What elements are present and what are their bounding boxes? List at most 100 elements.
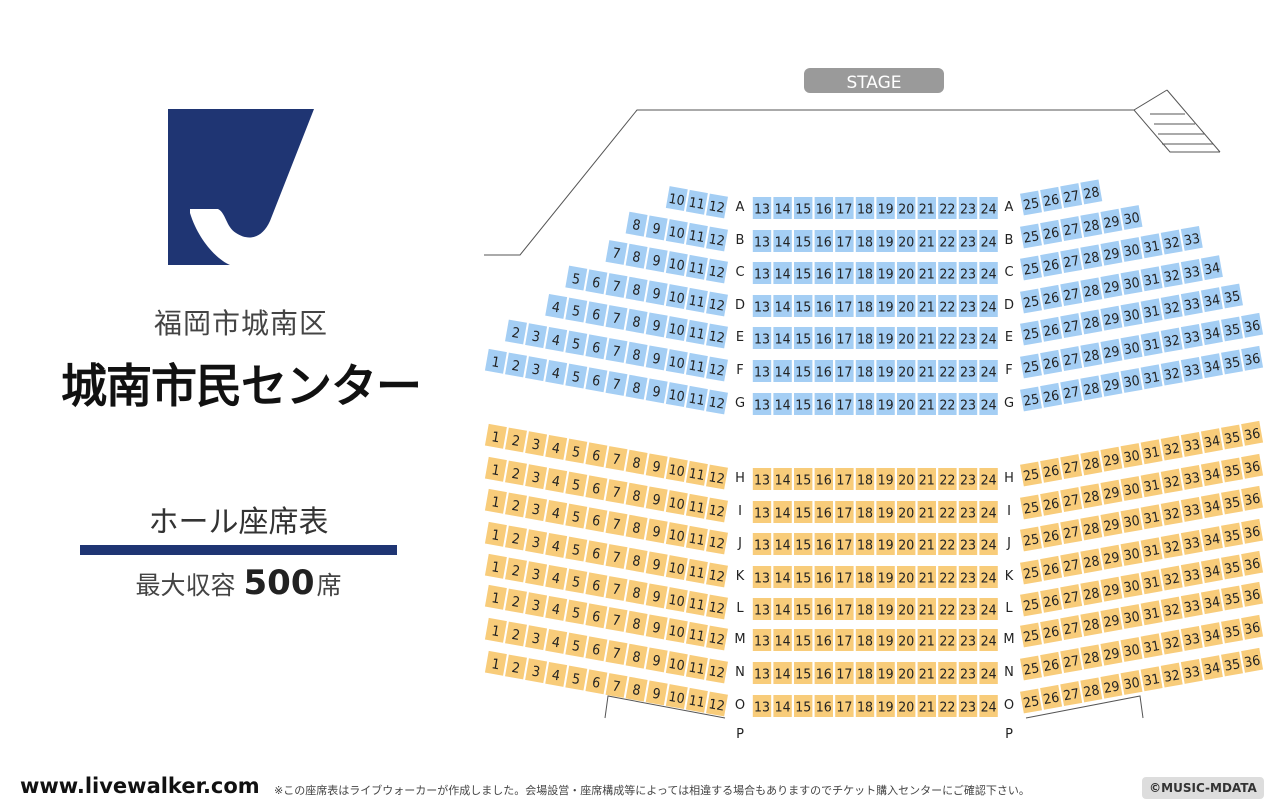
seat[interactable]: 10 xyxy=(665,684,688,710)
seat[interactable]: 20 xyxy=(897,533,916,555)
seat[interactable]: 11 xyxy=(685,352,708,378)
seat[interactable]: 1 xyxy=(484,617,507,643)
seat[interactable]: 25 xyxy=(1020,622,1042,648)
seat[interactable]: 34 xyxy=(1200,589,1223,615)
seat[interactable]: 31 xyxy=(1140,331,1163,357)
seat[interactable]: 21 xyxy=(917,295,936,317)
seat[interactable]: 3 xyxy=(525,658,548,684)
seat[interactable]: 2 xyxy=(505,427,527,453)
seat[interactable]: 19 xyxy=(876,360,895,382)
seat[interactable]: 13 xyxy=(752,327,772,349)
seat[interactable]: 23 xyxy=(958,295,978,317)
seat[interactable]: 7 xyxy=(605,240,628,265)
seat[interactable]: 14 xyxy=(773,598,792,620)
seat[interactable]: 33 xyxy=(1180,290,1203,316)
seat[interactable]: 26 xyxy=(1040,316,1063,342)
seat[interactable]: 24 xyxy=(979,262,998,284)
seat[interactable]: 6 xyxy=(585,475,608,501)
seat[interactable]: 11 xyxy=(685,493,708,519)
seat[interactable]: 30 xyxy=(1120,637,1143,662)
seat[interactable]: 14 xyxy=(773,566,792,588)
seat[interactable]: 8 xyxy=(625,374,648,400)
seat[interactable]: 18 xyxy=(855,230,875,252)
seat[interactable]: 29 xyxy=(1100,544,1123,570)
seat[interactable]: 30 xyxy=(1120,270,1143,295)
seat[interactable]: 9 xyxy=(645,614,668,640)
seat[interactable]: 33 xyxy=(1180,323,1203,349)
seat[interactable]: 30 xyxy=(1120,237,1143,262)
seat[interactable]: 15 xyxy=(794,598,813,620)
seat[interactable]: 13 xyxy=(752,295,772,317)
seat[interactable]: 19 xyxy=(876,197,895,219)
seat[interactable]: 20 xyxy=(897,295,916,317)
seat[interactable]: 34 xyxy=(1200,287,1223,313)
seat[interactable]: 32 xyxy=(1160,565,1183,591)
seat[interactable]: 13 xyxy=(752,695,772,717)
seat[interactable]: 17 xyxy=(835,197,854,219)
seat[interactable]: 30 xyxy=(1120,443,1143,468)
seat[interactable]: 10 xyxy=(665,555,688,581)
seat[interactable]: 7 xyxy=(605,338,628,363)
seat[interactable]: 23 xyxy=(958,629,978,651)
seat[interactable]: 9 xyxy=(645,551,668,577)
seat[interactable]: 22 xyxy=(938,501,957,523)
seat[interactable]: 21 xyxy=(917,360,936,382)
seat[interactable]: 24 xyxy=(979,501,998,523)
seat[interactable]: 17 xyxy=(835,629,854,651)
seat[interactable]: 18 xyxy=(855,662,875,684)
seat[interactable]: 24 xyxy=(979,598,998,620)
seat[interactable]: 17 xyxy=(835,360,854,382)
seat[interactable]: 5 xyxy=(565,363,588,389)
seat[interactable]: 31 xyxy=(1140,472,1163,498)
seat[interactable]: 2 xyxy=(505,654,527,680)
seat[interactable]: 30 xyxy=(1120,670,1143,695)
seat[interactable]: 14 xyxy=(773,468,792,490)
seat[interactable]: 29 xyxy=(1100,511,1123,537)
seat[interactable]: 16 xyxy=(814,393,833,415)
seat[interactable]: 22 xyxy=(938,629,957,651)
seat[interactable]: 25 xyxy=(1020,655,1042,681)
seat[interactable]: 31 xyxy=(1140,504,1163,530)
seat[interactable]: 7 xyxy=(605,576,628,601)
seat[interactable]: 12 xyxy=(706,356,728,382)
seat[interactable]: 26 xyxy=(1040,186,1063,212)
seat[interactable]: 36 xyxy=(1241,550,1264,576)
seat[interactable]: 4 xyxy=(545,628,568,654)
seat[interactable]: 19 xyxy=(876,662,895,684)
seat[interactable]: 32 xyxy=(1160,596,1183,622)
seat[interactable]: 1 xyxy=(484,456,507,482)
seat[interactable]: 28 xyxy=(1080,515,1103,541)
seat[interactable]: 31 xyxy=(1140,233,1163,259)
seat[interactable]: 18 xyxy=(855,598,875,620)
seat[interactable]: 8 xyxy=(625,308,648,334)
seat[interactable]: 26 xyxy=(1040,457,1063,483)
seat[interactable]: 31 xyxy=(1140,569,1163,595)
seat[interactable]: 9 xyxy=(645,680,668,706)
seat[interactable]: 9 xyxy=(645,280,668,306)
seat[interactable]: 13 xyxy=(752,468,772,490)
seat[interactable]: 12 xyxy=(706,594,728,620)
seat[interactable]: 3 xyxy=(525,356,548,382)
seat[interactable]: 15 xyxy=(794,695,813,717)
seat[interactable]: 15 xyxy=(794,566,813,588)
seat[interactable]: 1 xyxy=(484,553,507,579)
seat[interactable]: 23 xyxy=(958,262,978,284)
seat[interactable]: 20 xyxy=(897,230,916,252)
seat[interactable]: 27 xyxy=(1060,615,1083,641)
seat[interactable]: 2 xyxy=(505,588,527,614)
seat[interactable]: 36 xyxy=(1241,485,1264,511)
seat[interactable]: 14 xyxy=(773,695,792,717)
seat[interactable]: 23 xyxy=(958,533,978,555)
seat[interactable]: 3 xyxy=(525,464,548,490)
seat[interactable]: 22 xyxy=(938,197,957,219)
seat[interactable]: 25 xyxy=(1020,591,1042,617)
seat[interactable]: 36 xyxy=(1241,614,1264,640)
seat[interactable]: 25 xyxy=(1020,461,1042,487)
seat[interactable]: 27 xyxy=(1060,379,1083,405)
seat[interactable]: 17 xyxy=(835,393,854,415)
site-url[interactable]: www.livewalker.com xyxy=(20,774,260,798)
seat[interactable]: 4 xyxy=(545,499,568,525)
seat[interactable]: 17 xyxy=(835,327,854,349)
seat[interactable]: 13 xyxy=(752,598,772,620)
seat[interactable]: 11 xyxy=(685,621,708,647)
